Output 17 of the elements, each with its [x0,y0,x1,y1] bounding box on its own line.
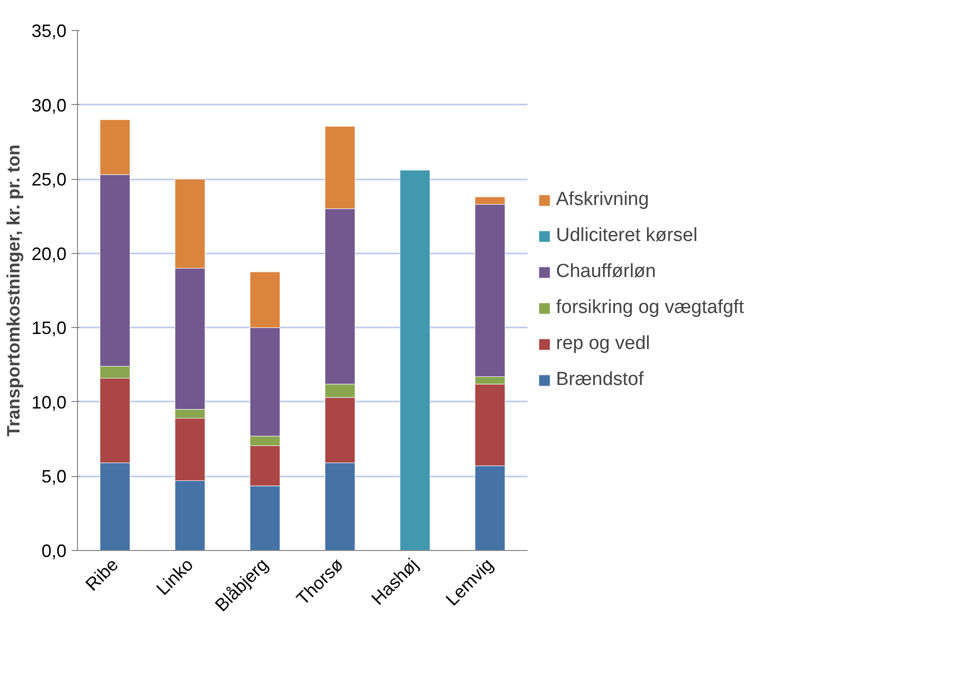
legend-label: rep og vedl [556,333,650,355]
y-tick-label: 5,0 [41,466,67,487]
y-tick-label: 15,0 [31,318,67,338]
legend-label: Udliciteret kørsel [556,225,698,247]
legend-label: Afskrivning [556,189,649,211]
y-tick-label: 20,0 [31,244,67,264]
y-tick-label: 25,0 [31,170,67,190]
y-tick-label: 30,0 [31,95,67,116]
x-tick-label: Ribe [82,554,122,595]
bar [400,170,430,550]
legend-label: Chaufførløn [556,261,656,283]
y-tick-label: 10,0 [31,392,67,412]
y-tick-label: 0,0 [41,541,67,561]
y-tick-label: 35,0 [31,21,67,41]
legend-label: Brændstof [556,369,644,391]
y-axis-title: Transportomkostninger, kr. pr. ton [3,144,24,437]
legend-label: forsikring og vægtafgft [556,297,744,319]
